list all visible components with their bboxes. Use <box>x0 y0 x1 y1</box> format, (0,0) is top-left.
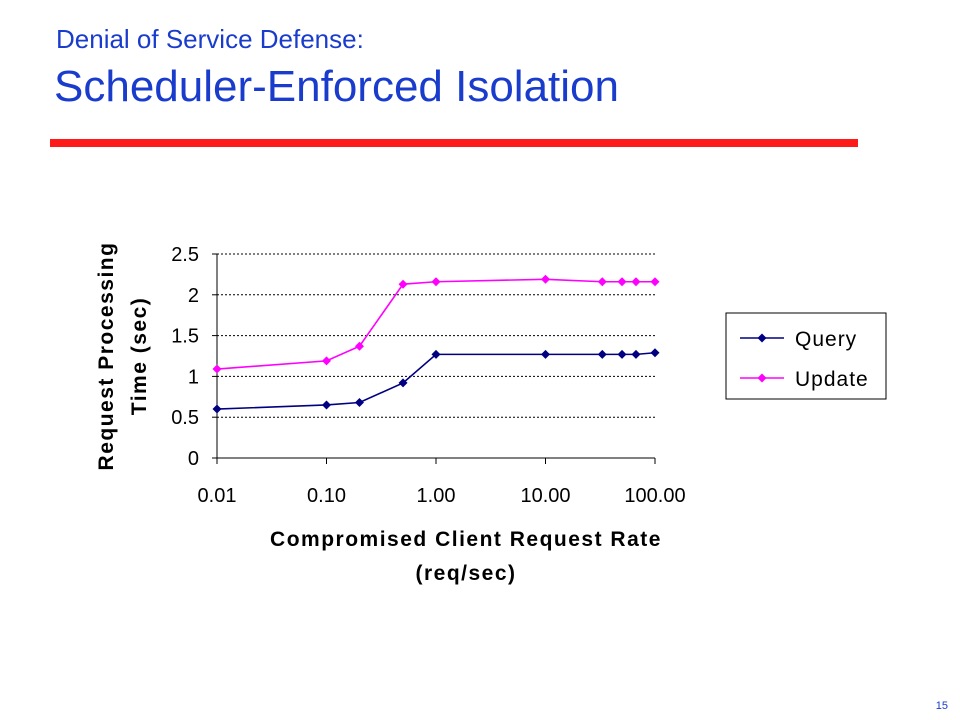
update-point <box>431 277 441 287</box>
legend: Query Update <box>725 312 887 400</box>
grid-lines <box>217 253 655 418</box>
legend-label-update: Update <box>795 368 869 391</box>
update-line <box>216 278 655 370</box>
y-tick-labels: 0 0.5 1 1.5 2 2.5 <box>171 244 199 470</box>
update-point <box>631 277 641 287</box>
query-point <box>212 404 222 414</box>
update-point <box>650 277 660 287</box>
x-tick-label: 100.00 <box>624 485 685 507</box>
update-point <box>541 274 550 284</box>
update-point <box>212 364 222 374</box>
page-number: 15 <box>935 700 948 712</box>
query-point <box>650 348 660 358</box>
y-axis-label-line: Request Processing <box>95 242 118 471</box>
legend-label-query: Query <box>795 328 857 351</box>
query-point <box>322 400 331 410</box>
update-point <box>398 279 408 289</box>
x-axis-label-line: Compromised Client Request Rate <box>270 528 662 551</box>
slide-title: Scheduler-Enforced Isolation <box>54 62 619 111</box>
y-tick-label: 2.5 <box>171 244 199 266</box>
query-point <box>541 349 550 359</box>
series-points <box>212 274 660 414</box>
x-tick-label: 0.01 <box>198 485 237 507</box>
legend-marker-update <box>757 373 767 383</box>
axes <box>212 253 656 464</box>
update-point <box>354 341 364 351</box>
y-tick-label: 0 <box>188 448 199 470</box>
query-point <box>617 349 627 359</box>
query-line <box>216 351 656 410</box>
y-tick-label: 1 <box>188 366 199 388</box>
title-rule <box>50 139 858 147</box>
x-tick-label: 1.00 <box>417 485 456 507</box>
query-point <box>431 349 441 359</box>
x-tick-labels: 0.01 0.10 1.00 10.00 100.00 <box>198 485 686 507</box>
x-axis-label-line: (req/sec) <box>415 562 516 585</box>
x-tick-label: 10.00 <box>520 485 570 507</box>
update-point <box>617 277 627 287</box>
y-tick-label: 1.5 <box>171 326 199 348</box>
query-point <box>631 349 641 359</box>
update-point <box>322 356 331 366</box>
update-point <box>597 277 607 287</box>
query-point <box>354 398 364 408</box>
y-tick-label: 0.5 <box>171 407 199 429</box>
y-axis-label-line: Time (sec) <box>128 297 151 416</box>
query-point <box>597 349 607 359</box>
x-axis-label: Compromised Client Request Rate (req/sec) <box>270 528 662 585</box>
x-tick-label: 0.10 <box>307 485 346 507</box>
y-axis-label: Request Processing Time (sec) <box>95 242 151 471</box>
series-lines <box>216 278 656 410</box>
query-point <box>398 378 408 388</box>
slide-subtitle: Denial of Service Defense: <box>56 24 364 54</box>
legend-box <box>725 312 887 400</box>
y-tick-label: 2 <box>188 285 199 307</box>
legend-marker-query <box>757 333 767 343</box>
